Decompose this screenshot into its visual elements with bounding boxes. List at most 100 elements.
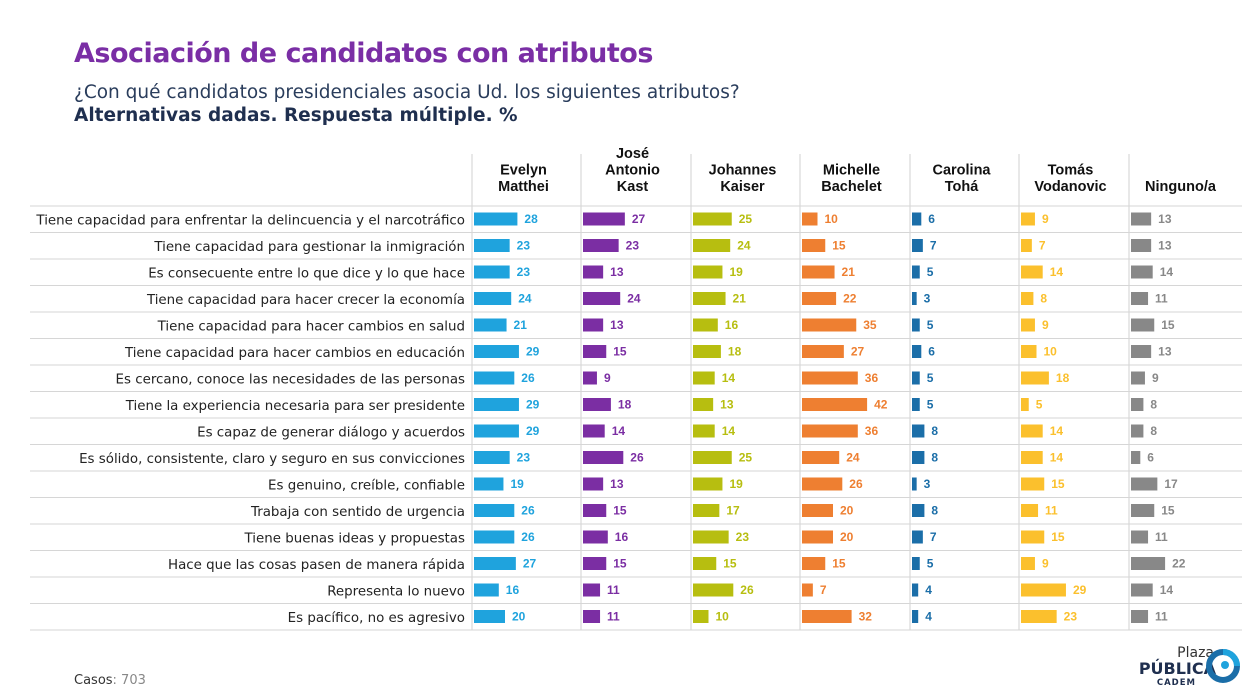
bar-4 (802, 318, 857, 332)
value-label: 14 (612, 424, 626, 438)
bar-6 (1021, 345, 1037, 358)
value-label: 32 (859, 610, 873, 624)
value-label: 25 (739, 212, 753, 226)
value-label: 21 (514, 318, 528, 332)
bar-1 (474, 451, 510, 464)
value-label: 13 (610, 265, 624, 279)
value-label: 9 (1152, 371, 1159, 385)
bar-2 (583, 557, 607, 570)
column-header-3: Johannes (709, 163, 777, 179)
value-label: 29 (526, 424, 540, 438)
bar-1 (474, 610, 505, 623)
bar-1 (474, 292, 512, 305)
bar-5 (912, 477, 917, 491)
value-label: 26 (849, 477, 863, 491)
casos-label: Casos (74, 673, 113, 688)
bar-7 (1131, 477, 1158, 491)
column-header-5: Tohá (945, 179, 979, 195)
bar-3 (693, 530, 729, 544)
value-label: 3 (924, 477, 931, 491)
bar-5 (912, 530, 923, 544)
bar-7 (1131, 557, 1166, 570)
value-label: 4 (925, 610, 932, 624)
value-label: 7 (930, 530, 937, 544)
bar-3 (693, 265, 723, 279)
row-label: Tiene buenas ideas y propuestas (244, 531, 465, 546)
value-label: 11 (1155, 530, 1168, 544)
bar-4 (802, 212, 818, 226)
row-label: Tiene la experiencia necesaria para ser … (125, 399, 465, 414)
bar-7 (1131, 318, 1155, 332)
column-header-2: Kast (617, 179, 649, 195)
bar-6 (1021, 451, 1043, 464)
page-subtitle: ¿Con qué candidatos presidenciales asoci… (74, 82, 740, 103)
bar-7 (1131, 504, 1155, 517)
bar-6 (1021, 318, 1035, 332)
bar-6 (1021, 610, 1057, 623)
bar-2 (583, 504, 607, 517)
value-label: 19 (510, 477, 524, 491)
column-header-1: Evelyn (500, 163, 547, 179)
logo-line-2: PÚBLICA (1138, 659, 1216, 678)
bar-2 (583, 265, 604, 279)
value-label: 5 (927, 318, 934, 332)
value-label: 7 (820, 583, 827, 597)
value-label: 9 (604, 371, 611, 385)
value-label: 3 (924, 292, 931, 306)
bar-2 (583, 530, 608, 544)
value-label: 13 (720, 398, 734, 412)
bar-7 (1131, 265, 1153, 279)
logo-line-3: CADEM (1156, 678, 1196, 688)
column-header-4: Michelle (823, 163, 880, 179)
value-label: 23 (517, 239, 531, 253)
row-label: Trabaja con sentido de urgencia (250, 505, 465, 520)
value-label: 36 (865, 424, 879, 438)
bar-5 (912, 424, 925, 438)
value-label: 5 (1036, 398, 1043, 412)
value-label: 11 (1155, 610, 1168, 624)
value-label: 26 (521, 530, 535, 544)
value-label: 6 (928, 345, 935, 359)
bar-1 (474, 477, 504, 491)
page-title: Asociación de candidatos con atributos (74, 38, 653, 69)
bar-5 (912, 265, 920, 279)
value-label: 16 (506, 583, 520, 597)
bar-4 (802, 477, 843, 491)
value-label: 10 (716, 610, 730, 624)
value-label: 10 (825, 212, 839, 226)
value-label: 23 (1064, 610, 1078, 624)
value-label: 22 (1172, 557, 1186, 571)
bar-2 (583, 239, 619, 252)
bar-1 (474, 265, 510, 279)
bar-6 (1021, 477, 1045, 491)
bar-1 (474, 212, 518, 226)
row-label: Es cercano, conoce las necesidades de la… (116, 372, 465, 387)
row-label: Tiene capacidad para enfrentar la delinc… (35, 212, 465, 228)
bar-2 (583, 371, 597, 385)
row-label: Tiene capacidad para hacer cambios en ed… (124, 345, 465, 361)
bar-6 (1021, 504, 1039, 517)
bar-7 (1131, 371, 1145, 385)
bar-4 (802, 292, 837, 305)
value-label: 19 (729, 477, 743, 491)
bar-3 (693, 318, 718, 332)
value-label: 5 (927, 265, 934, 279)
bar-1 (474, 318, 507, 332)
value-label: 23 (736, 530, 750, 544)
bar-6 (1021, 265, 1043, 279)
value-label: 16 (615, 530, 629, 544)
row-label: Es sólido, consistente, claro y seguro e… (79, 451, 465, 467)
bar-4 (802, 530, 833, 544)
value-label: 6 (1147, 451, 1154, 465)
value-label: 15 (723, 557, 737, 571)
bar-7 (1131, 424, 1144, 438)
bar-5 (912, 451, 925, 464)
column-header-6: Tomás (1048, 163, 1094, 179)
column-header-6: Vodanovic (1034, 179, 1106, 195)
value-label: 23 (517, 265, 531, 279)
value-label: 14 (1160, 583, 1174, 597)
value-label: 15 (613, 504, 627, 518)
value-label: 20 (512, 610, 526, 624)
value-label: 14 (1160, 265, 1174, 279)
